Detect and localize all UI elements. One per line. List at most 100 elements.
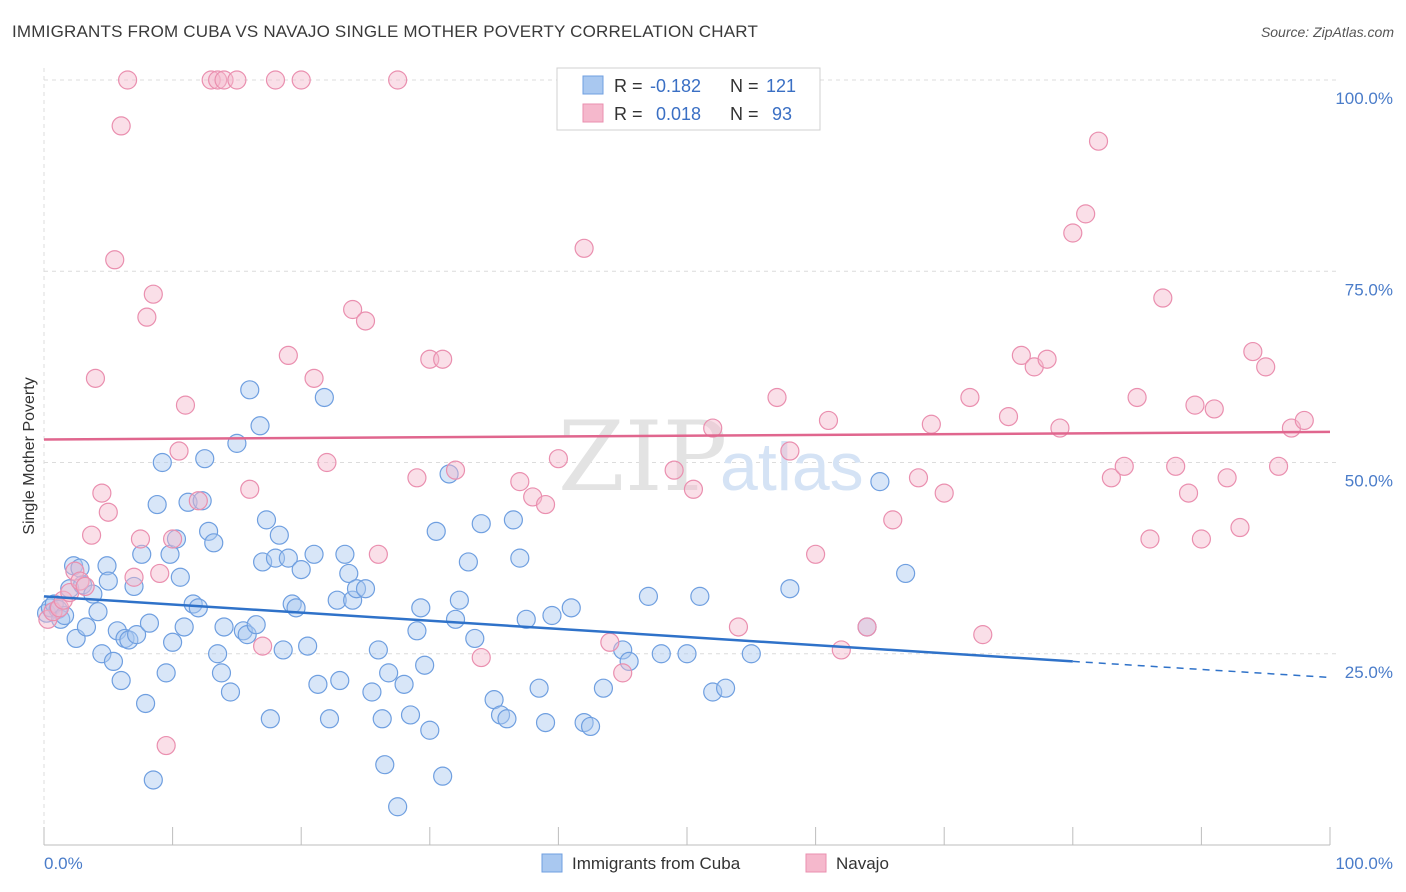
x-tick-label-min: 0.0% [44,854,83,873]
point-navajo-53 [683,479,704,499]
point-cuba-82 [400,705,421,725]
bottom-legend-label-cuba: Immigrants from Cuba [572,854,741,873]
point-navajo-73 [1063,223,1083,243]
legend-r-value-cuba: -0.182 [650,76,701,96]
point-navajo-39 [388,70,408,90]
point-navajo-26 [208,70,228,90]
point-navajo-47 [535,494,556,515]
point-cuba-28 [147,494,167,515]
point-cuba-88 [433,766,453,786]
point-cuba-61 [286,598,306,618]
point-cuba-16 [98,571,118,591]
point-cuba-86 [420,720,440,740]
x-tick-label-max: 100.0% [1335,854,1393,873]
point-cuba-52 [250,416,270,436]
point-navajo-30 [253,636,273,656]
point-navajo-71 [1037,349,1057,369]
trendline-navajo [43,430,1331,441]
point-cuba-67 [319,709,340,729]
point-cuba-100 [516,609,536,629]
point-navajo-3 [53,590,73,610]
bottom-legend: Immigrants from Cuba Navajo [541,853,889,873]
gridlines [43,68,1340,845]
bottom-legend-swatch-navajo [805,853,827,873]
point-navajo-80 [1153,288,1173,308]
point-cuba-80 [388,797,408,817]
point-cuba-75 [362,682,382,702]
point-navajo-40 [407,468,427,488]
point-cuba-19 [111,670,131,691]
point-navajo-86 [1217,468,1237,488]
point-cuba-13 [88,602,108,622]
x-tick-labels: 0.0% 100.0% [44,854,1393,873]
point-cuba-93 [465,628,485,649]
trendline-cuba-extension [1072,660,1331,679]
point-cuba-24 [132,544,152,564]
point-cuba-27 [143,770,163,790]
point-navajo-22 [169,441,189,461]
legend-r-value-navajo: 0.018 [656,104,701,124]
point-cuba-119 [870,472,890,492]
point-cuba-117 [780,579,800,599]
point-cuba-115 [715,678,736,698]
point-cuba-79 [379,663,399,683]
point-cuba-59 [278,548,298,568]
point-navajo-14 [117,70,138,90]
point-navajo-19 [150,563,170,584]
point-navajo-37 [355,311,376,331]
point-navajo-42 [433,349,453,369]
point-navajo-76 [1101,468,1121,488]
legend-n-value-cuba: 121 [766,76,796,96]
point-navajo-31 [265,70,286,90]
point-cuba-43 [208,644,228,664]
legend-r-label-cuba: R = [614,76,643,96]
chart-title: IMMIGRANTS FROM CUBA VS NAVAJO SINGLE MO… [12,22,759,41]
point-navajo-88 [1243,341,1263,362]
point-cuba-32 [163,632,183,652]
point-navajo-21 [163,529,183,549]
point-cuba-84 [411,598,431,618]
point-cuba-104 [561,598,581,618]
point-cuba-92 [458,552,478,572]
point-cuba-23 [126,625,147,645]
point-navajo-51 [613,663,633,683]
point-cuba-53 [253,552,273,572]
y-tick-label-75: 75.0% [1345,280,1393,299]
point-navajo-36 [343,299,363,320]
point-cuba-98 [503,510,523,530]
point-navajo-16 [130,529,151,549]
point-navajo-62 [883,510,903,530]
point-cuba-68 [327,590,347,610]
point-cuba-38 [188,598,208,618]
legend-swatch-cuba [582,75,604,95]
point-navajo-33 [291,70,311,90]
point-cuba-63 [298,636,318,656]
point-cuba-94 [471,514,491,534]
point-navajo-13 [111,116,131,136]
point-cuba-65 [308,674,328,694]
point-navajo-12 [105,250,125,270]
point-navajo-8 [81,525,102,545]
point-cuba-71 [339,563,359,584]
point-navajo-52 [664,460,684,480]
point-navajo-17 [137,307,157,327]
point-cuba-58 [273,640,293,660]
point-navajo-5 [65,561,85,581]
point-navajo-32 [278,345,298,365]
point-cuba-17 [103,651,124,672]
point-cuba-109 [619,651,639,672]
point-navajo-15 [124,567,144,587]
point-cuba-46 [220,682,241,702]
point-navajo-66 [960,387,980,408]
point-navajo-87 [1230,517,1250,538]
point-cuba-9 [70,558,90,578]
point-cuba-69 [330,670,350,691]
point-cuba-87 [426,521,446,541]
point-cuba-113 [690,586,710,606]
point-navajo-67 [973,625,993,645]
point-navajo-45 [510,472,530,492]
point-cuba-50 [240,380,260,400]
point-navajo-81 [1166,456,1186,476]
point-navajo-20 [156,735,176,756]
